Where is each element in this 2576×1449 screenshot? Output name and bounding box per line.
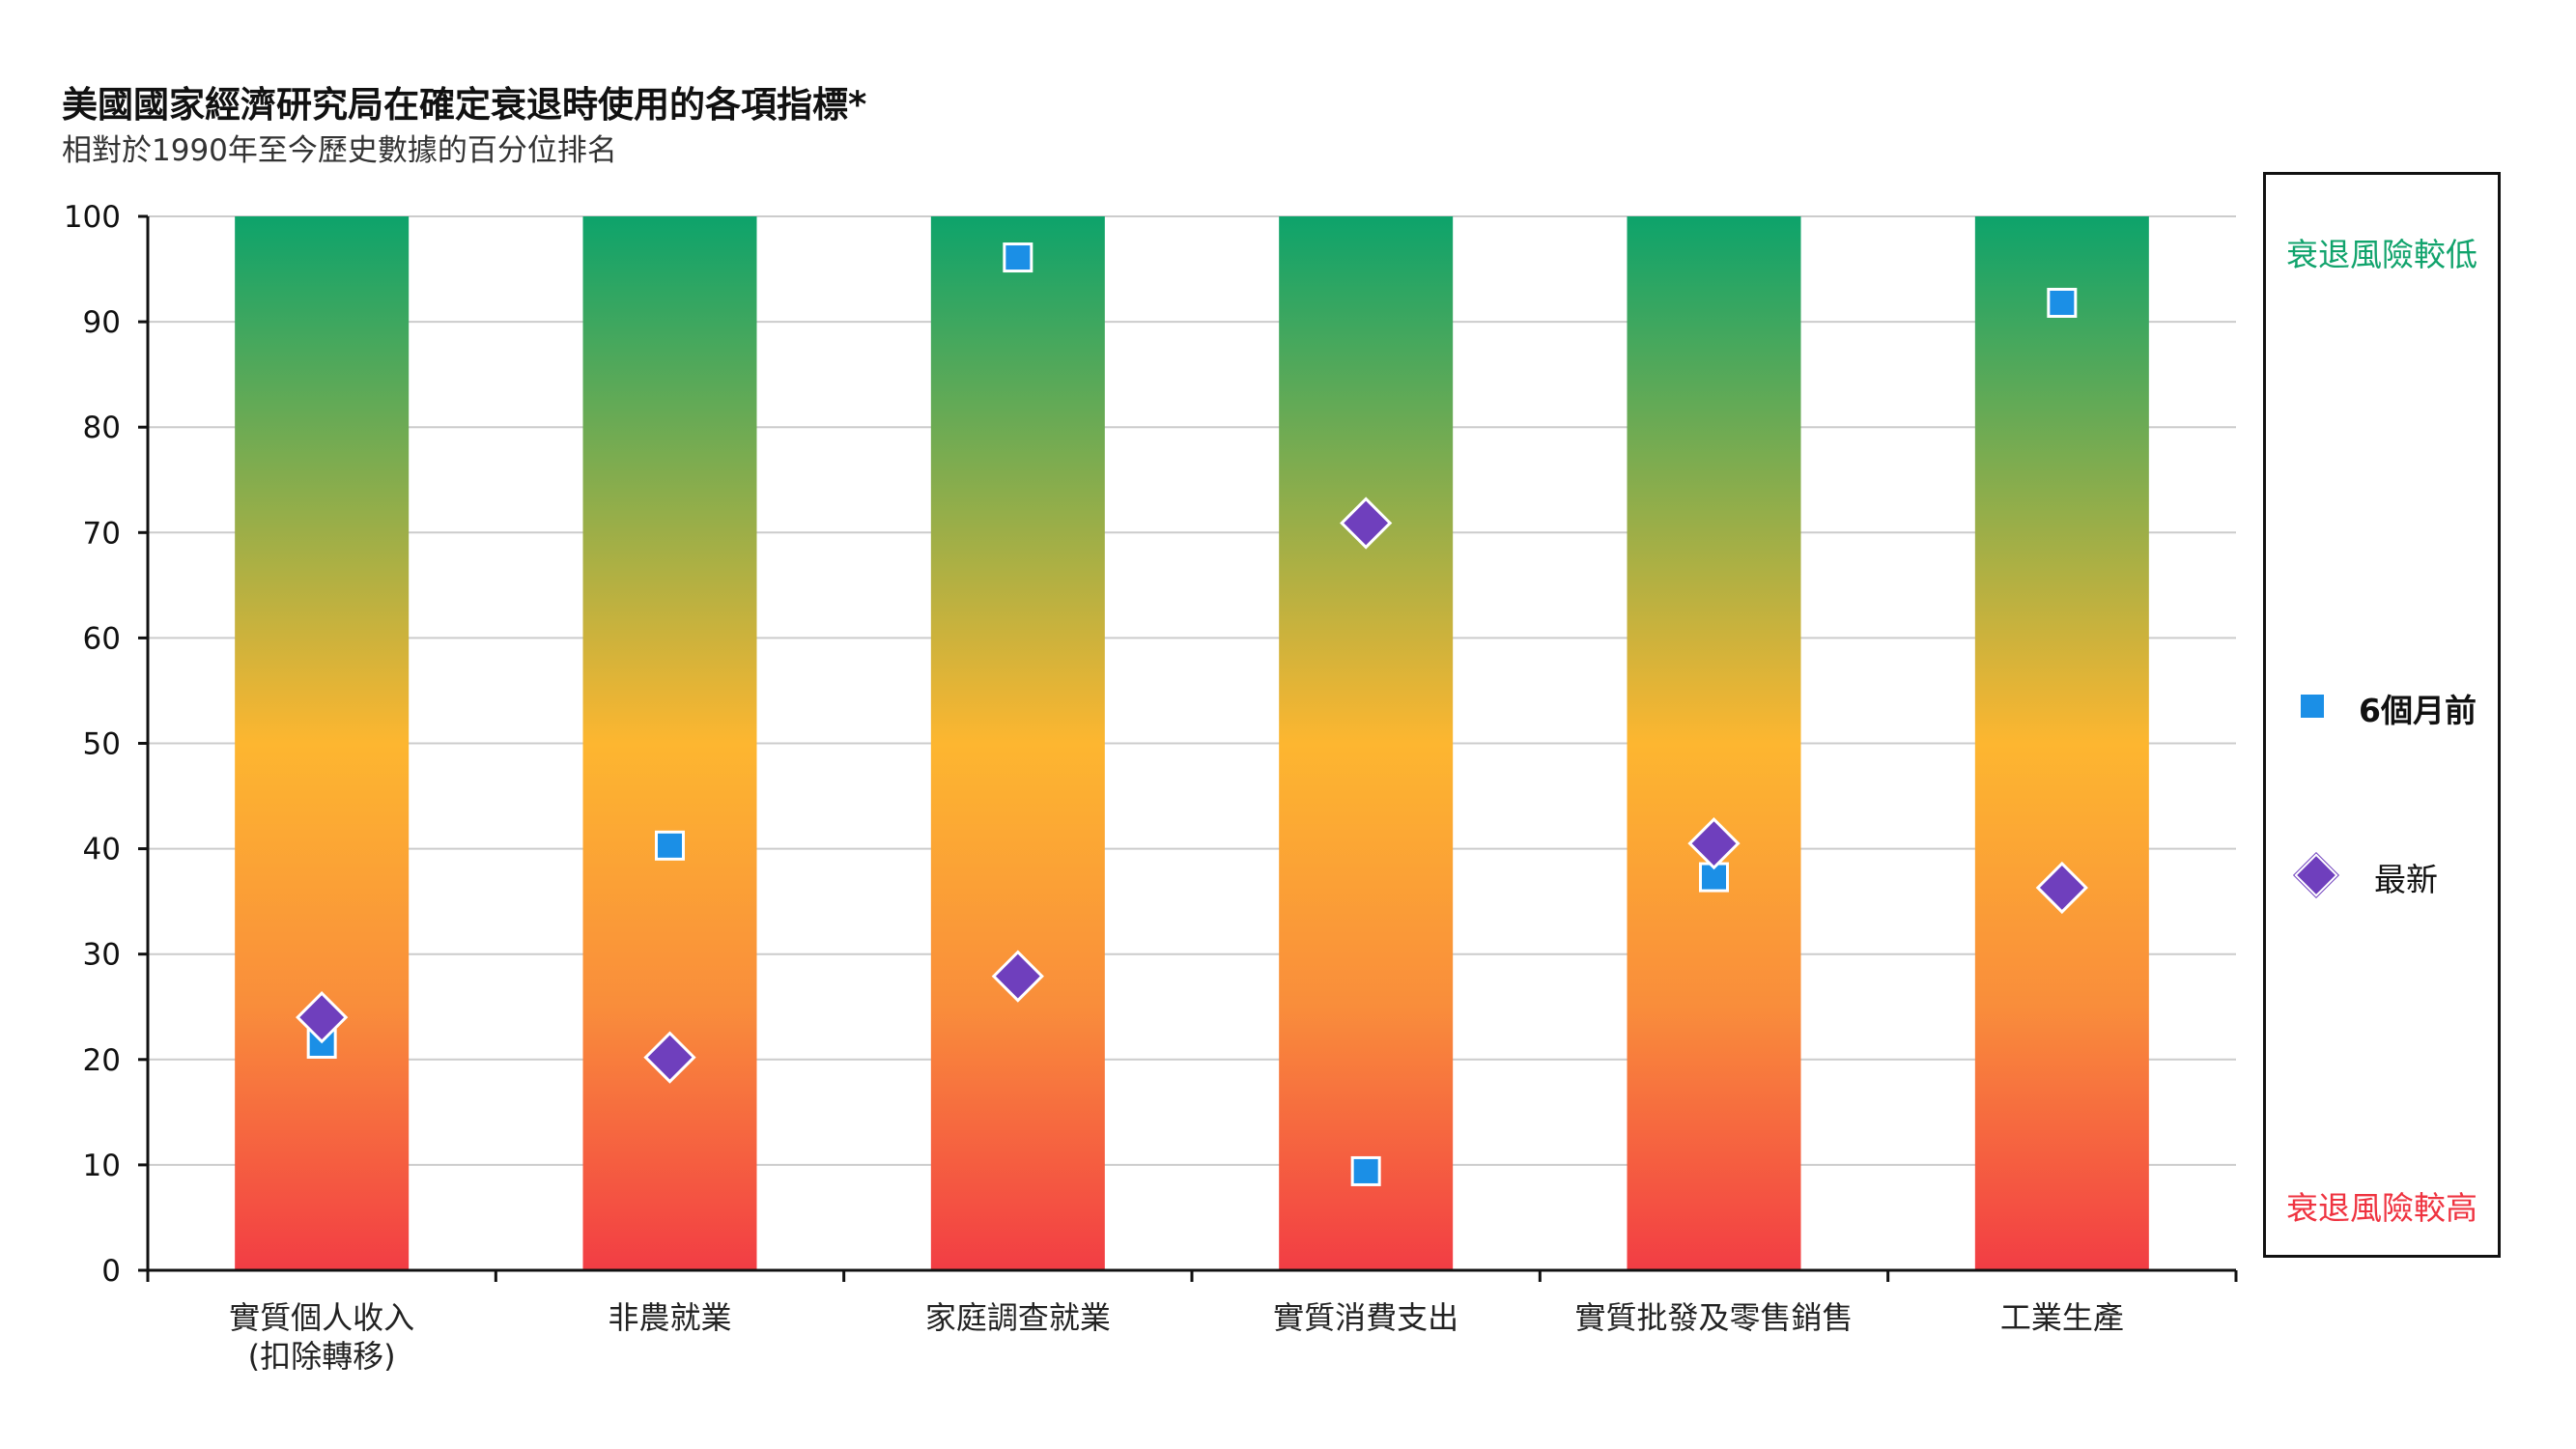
risk-gradient-bar (1974, 216, 2149, 1270)
six-months-ago-point (1003, 242, 1033, 273)
six-months-ago-point (655, 830, 685, 861)
legend-high-risk-label: 衰退風險較高 (2286, 1189, 2477, 1227)
risk-gradient-bar (235, 216, 410, 1270)
y-tick-label: 90 (83, 305, 121, 340)
legend-box: 衰退風險較低 6個月前 最新 衰退風險較高 (2263, 172, 2501, 1258)
x-category-label: 非農就業 (608, 1299, 731, 1336)
six-months-ago-point (1350, 1155, 1381, 1186)
six-months-ago-point (2047, 287, 2078, 318)
latest-point (643, 1031, 696, 1084)
latest-point (1687, 817, 1741, 870)
legend-label-six-months: 6個月前 (2359, 692, 2477, 729)
legend-low-risk-label: 衰退風險較低 (2286, 236, 2477, 273)
latest-point (991, 950, 1044, 1003)
risk-gradient-bar (1279, 216, 1454, 1270)
y-tick-label: 80 (83, 411, 121, 445)
latest-point (296, 991, 349, 1044)
y-tick-label: 10 (83, 1149, 121, 1183)
purple-diamond-icon (2294, 853, 2338, 897)
risk-gradient-bar (930, 216, 1105, 1270)
y-tick-label: 100 (64, 200, 121, 235)
risk-gradient-bar (582, 216, 757, 1270)
y-tick-label: 40 (83, 833, 121, 867)
latest-point (2035, 861, 2088, 915)
legend-label-latest: 最新 (2374, 861, 2438, 898)
y-tick-label: 60 (83, 621, 121, 656)
x-category-label: 實質批發及零售銷售 (1574, 1299, 1853, 1336)
chart-title: 美國國家經濟研究局在確定衰退時使用的各項指標* (62, 84, 867, 126)
legend-item-latest: 最新 (2266, 846, 2498, 904)
y-tick-label: 0 (101, 1254, 121, 1289)
x-category-label: 工業生產 (2000, 1299, 2124, 1336)
legend-item-six-months: 6個月前 (2266, 677, 2498, 735)
x-category-label: 實質消費支出 (1273, 1299, 1458, 1336)
y-tick-label: 30 (83, 938, 121, 973)
x-category-label: 實質個人收入 (229, 1299, 414, 1336)
y-tick-label: 20 (83, 1043, 121, 1078)
x-category-label: 家庭調查就業 (925, 1299, 1111, 1336)
latest-point (1340, 497, 1393, 550)
y-tick-label: 70 (83, 516, 121, 551)
chart-subtitle: 相對於1990年至今歷史數據的百分位排名 (62, 133, 617, 168)
x-category-label: (扣除轉移) (248, 1338, 396, 1375)
y-tick-label: 50 (83, 727, 121, 762)
risk-gradient-bar (1627, 216, 1801, 1270)
blue-square-icon (2301, 695, 2324, 718)
six-months-ago-point (1699, 862, 1729, 893)
